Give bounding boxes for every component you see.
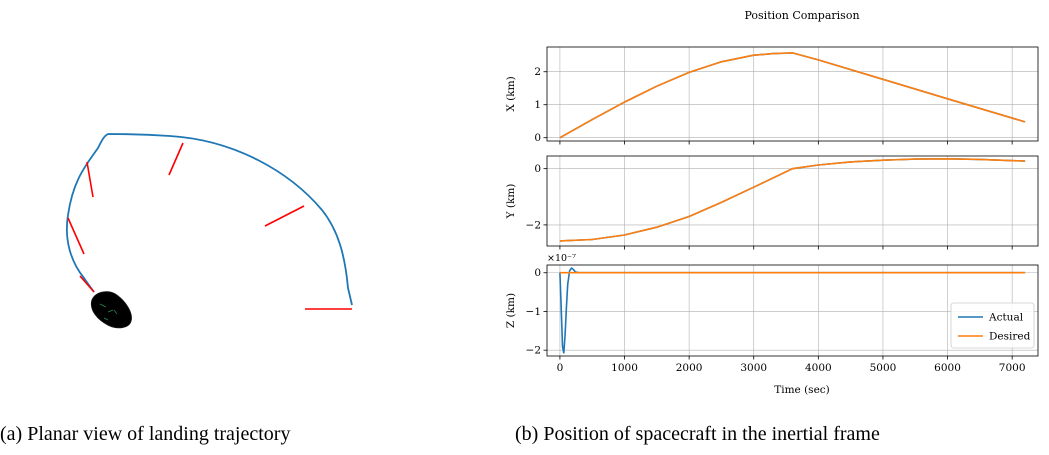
axes-frame	[546, 46, 1039, 142]
x-tick-label: 0	[557, 362, 564, 374]
y-offset-label: ×10⁻⁷	[547, 253, 576, 264]
subplot-1: 0 1 2 X (km)	[505, 46, 1039, 145]
thrust-vector-3	[168, 142, 184, 176]
thrust-vector-4	[86, 161, 94, 198]
thrust-vector-2	[264, 205, 305, 227]
legend: Actual Desired	[950, 302, 1035, 349]
asteroid	[90, 291, 132, 329]
y-tick-label: 0	[534, 132, 541, 144]
subplot-2: −2 0 Y (km)	[505, 155, 1039, 250]
x-tick-label: 5000	[870, 362, 897, 374]
x-tick-label: 2000	[676, 362, 703, 374]
thrust-vector-5	[67, 217, 85, 255]
landing-trajectory	[66, 133, 353, 306]
y-tick-label: −2	[526, 219, 541, 231]
legend-label-desired: Desired	[989, 331, 1031, 343]
chart-title: Position Comparison	[744, 9, 859, 22]
x-axis: 0 1000 2000 3000 4000 5000 6000 7000	[557, 362, 1026, 374]
subplots: 0 1 2 X (km) −2 0 Y (km) −2 −1 0 Z (km) ×10⁻⁷	[505, 46, 1039, 360]
x-tick-label: 4000	[805, 362, 832, 374]
legend-label-actual: Actual	[988, 312, 1024, 324]
axes-frame	[546, 264, 1039, 357]
axes-frame	[546, 155, 1039, 247]
x-axis-label: Time (sec)	[774, 384, 830, 396]
y-tick-label: −1	[526, 306, 541, 318]
y-tick-label: 1	[534, 99, 541, 111]
y-axis-label: Y (km)	[505, 184, 517, 220]
thrust-vector-6	[79, 275, 95, 293]
planar-view-plot	[66, 133, 353, 329]
y-tick-label: −2	[526, 345, 541, 357]
x-tick-label: 7000	[999, 362, 1026, 374]
subplot-3: −2 −1 0 Z (km) ×10⁻⁷	[505, 253, 1039, 360]
y-tick-label: 0	[534, 163, 541, 175]
x-tick-label: 1000	[611, 362, 638, 374]
x-tick-label: 6000	[934, 362, 961, 374]
y-tick-label: 2	[534, 66, 541, 78]
y-axis-label: Z (km)	[505, 293, 517, 328]
series-desired	[559, 52, 1026, 139]
series-actual	[559, 52, 1026, 139]
caption-b: (b) Position of spacecraft in the inerti…	[515, 423, 880, 445]
series-desired	[559, 157, 1026, 242]
y-axis-label: X (km)	[505, 76, 517, 111]
caption-a: (a) Planar view of landing trajectory	[0, 423, 291, 445]
x-tick-label: 3000	[740, 362, 767, 374]
y-tick-label: 0	[534, 267, 541, 279]
series-actual	[559, 157, 1026, 242]
